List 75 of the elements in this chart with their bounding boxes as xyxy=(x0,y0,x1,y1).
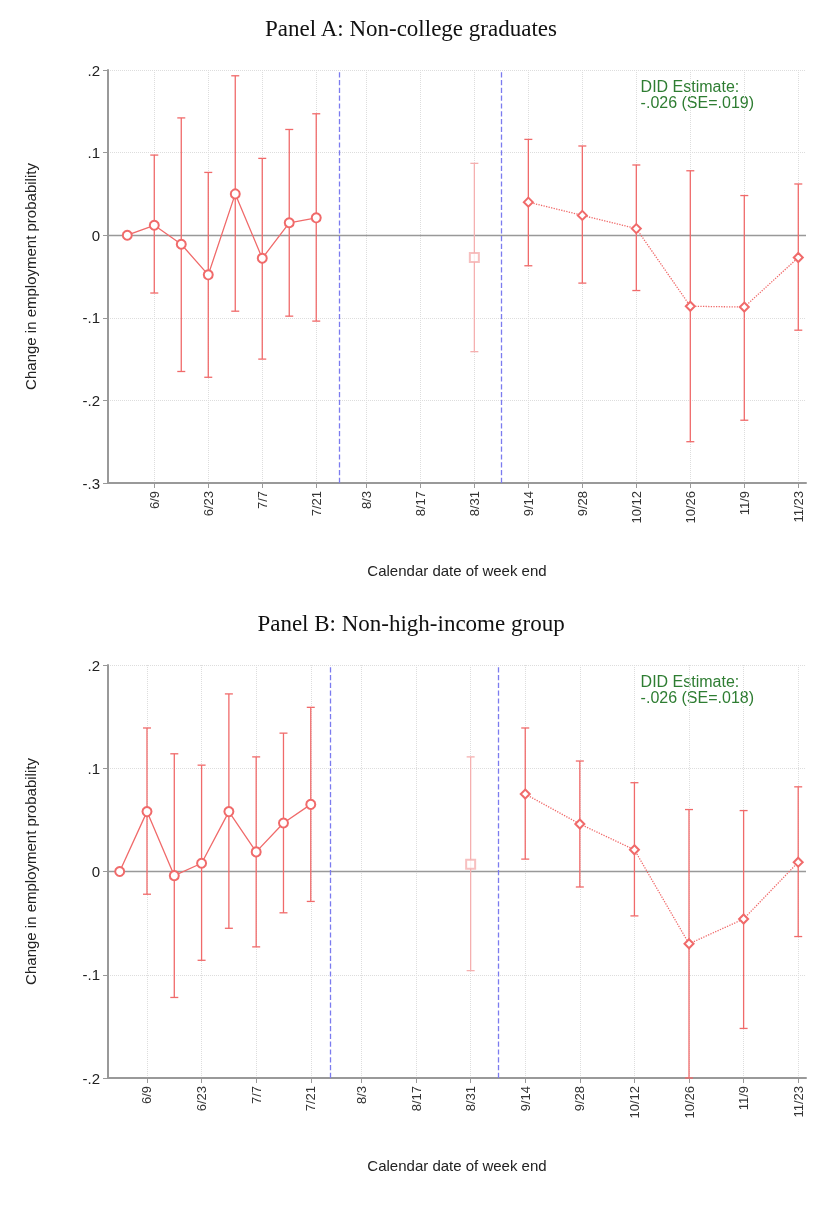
y-tick-label: .2 xyxy=(87,61,100,79)
point xyxy=(175,238,187,250)
point xyxy=(277,817,289,829)
point xyxy=(223,806,235,818)
x-tick-label: 9/28 xyxy=(572,1086,588,1112)
point xyxy=(196,857,208,869)
point xyxy=(168,870,180,882)
y-tick-label: .2 xyxy=(87,656,100,674)
chart-title: Panel A: Non-college graduates xyxy=(265,16,557,41)
y-tick-label: 0 xyxy=(91,863,100,880)
point xyxy=(141,806,153,818)
x-tick-label: 7/7 xyxy=(254,491,270,510)
point xyxy=(465,858,477,870)
y-axis-title: Change in employment probability xyxy=(22,757,39,985)
point xyxy=(738,913,750,925)
point xyxy=(684,300,696,312)
x-axis-title: Calendar date of week end xyxy=(367,1157,547,1174)
x-tick-label: 8/3 xyxy=(353,1086,369,1105)
x-tick-label: 8/31 xyxy=(463,1086,479,1112)
annotation: DID Estimate: -.026 (SE=.018) xyxy=(640,672,755,706)
point xyxy=(522,196,534,208)
point xyxy=(305,798,317,810)
point xyxy=(148,219,160,231)
point xyxy=(574,818,586,830)
x-tick-label: 11/23 xyxy=(790,491,806,523)
x-tick-label: 9/14 xyxy=(517,1086,533,1112)
annotation: DID Estimate: -.026 (SE=.019) xyxy=(640,77,755,111)
x-tick-label: 11/9 xyxy=(736,1086,752,1111)
x-tick-label: 7/21 xyxy=(303,1086,319,1112)
x-axis-title: Calendar date of week end xyxy=(367,562,547,579)
x-tick-label: 6/23 xyxy=(200,491,216,517)
point xyxy=(683,938,695,950)
x-tick-label: 10/26 xyxy=(682,491,698,524)
point xyxy=(576,209,588,221)
point xyxy=(202,269,214,281)
x-tick-label: 6/9 xyxy=(146,491,162,510)
point xyxy=(283,217,295,229)
point xyxy=(519,788,531,800)
point xyxy=(250,846,262,858)
y-tick-label: 0 xyxy=(91,226,100,244)
point xyxy=(738,301,750,313)
point xyxy=(630,223,642,235)
y-tick-label: .1 xyxy=(87,759,100,777)
point xyxy=(256,252,268,264)
x-tick-label: 9/14 xyxy=(520,491,536,517)
x-tick-label: 10/12 xyxy=(628,491,644,524)
chart-title: Panel B: Non-high-income group xyxy=(257,611,565,636)
x-tick-label: 10/26 xyxy=(681,1086,697,1119)
x-tick-label: 8/17 xyxy=(408,1086,424,1112)
x-tick-label: 8/31 xyxy=(466,491,482,517)
x-tick-label: 11/23 xyxy=(790,1086,806,1118)
y-tick-label: -.2 xyxy=(82,1069,100,1087)
x-tick-label: 11/9 xyxy=(736,491,752,516)
y-tick-label: -.3 xyxy=(82,474,100,492)
point xyxy=(114,866,126,877)
y-tick-label: .1 xyxy=(87,144,100,162)
x-tick-label: 8/17 xyxy=(412,491,428,517)
point xyxy=(229,188,241,200)
point xyxy=(310,212,322,224)
x-tick-label: 7/21 xyxy=(308,491,324,517)
x-tick-label: 10/12 xyxy=(626,1086,642,1119)
y-tick-label: -.1 xyxy=(82,309,100,327)
x-tick-label: 9/28 xyxy=(574,491,590,517)
x-tick-label: 8/3 xyxy=(358,491,374,510)
point xyxy=(792,252,804,263)
y-tick-label: -.1 xyxy=(82,966,100,984)
point xyxy=(468,252,480,263)
x-tick-label: 7/7 xyxy=(248,1086,264,1105)
x-tick-label: 6/9 xyxy=(139,1086,155,1105)
x-tick-label: 6/23 xyxy=(194,1086,210,1112)
y-axis-title: Change in employment probability xyxy=(22,162,39,390)
point xyxy=(792,856,804,868)
point xyxy=(121,229,133,241)
y-tick-label: -.2 xyxy=(82,391,100,409)
point xyxy=(628,844,640,856)
